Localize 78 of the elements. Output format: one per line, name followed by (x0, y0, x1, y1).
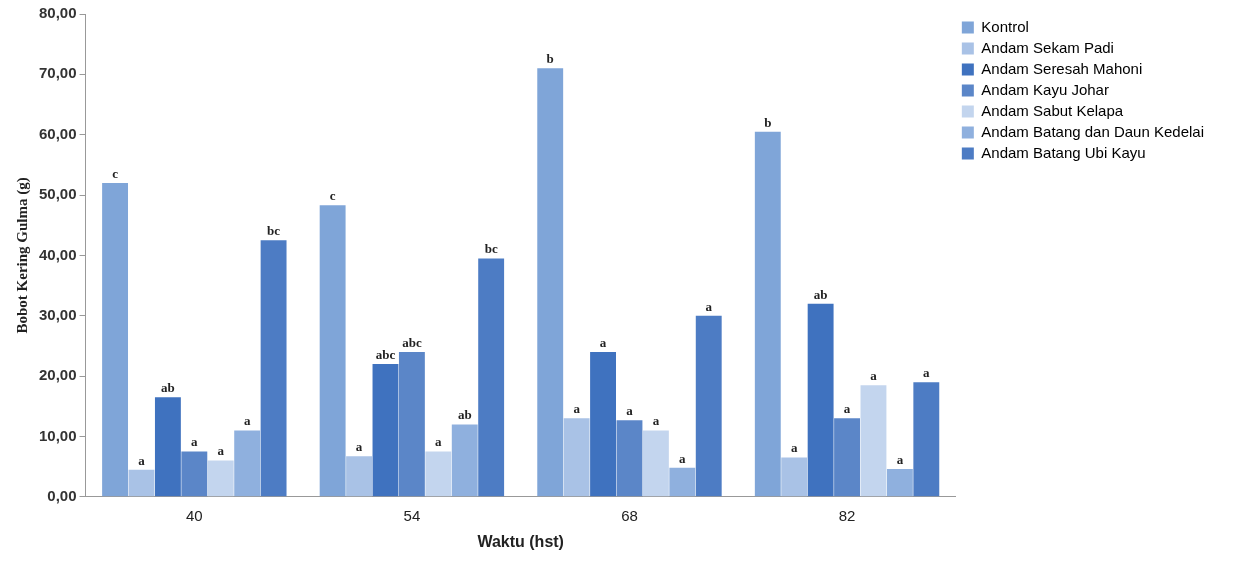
data-label: a (435, 434, 443, 450)
data-label: a (243, 413, 251, 429)
legend-label: Andam Seresah Mahoni (981, 59, 1143, 77)
y-tick-label: 10,00 (38, 426, 77, 444)
y-tick-label: 50,00 (38, 185, 77, 203)
bar (754, 131, 781, 497)
data-label: c (112, 165, 119, 181)
data-label: a (896, 451, 904, 467)
bar (563, 418, 590, 497)
x-axis-title: Waktu (hst) (477, 532, 564, 550)
x-tick-label: 68 (621, 506, 638, 524)
bar (781, 457, 808, 497)
x-tick-label: 54 (403, 506, 421, 524)
y-tick-label: 0,00 (47, 486, 77, 504)
y-tick-label: 30,00 (38, 305, 77, 323)
bar (642, 430, 669, 497)
data-label: a (843, 401, 851, 417)
bar (537, 68, 564, 497)
x-tick-label: 82 (838, 506, 856, 524)
legend-label: Andam Batang dan Daun Kedelai (981, 122, 1205, 140)
bar (319, 205, 346, 497)
bar (372, 364, 399, 497)
legend-label: Andam Kayu Johar (981, 80, 1109, 98)
data-label: a (217, 443, 225, 459)
bar (128, 469, 155, 497)
data-label: bc (267, 223, 281, 239)
bar (260, 240, 287, 497)
y-tick-label: 20,00 (38, 366, 77, 384)
data-label: a (679, 450, 687, 466)
bar (860, 385, 887, 497)
bar (669, 467, 696, 497)
data-label: a (138, 452, 146, 468)
bar (807, 303, 834, 497)
bar (478, 258, 505, 497)
y-tick-label: 70,00 (38, 64, 77, 82)
data-label: a (705, 298, 713, 314)
y-tick-label: 80,00 (38, 4, 77, 22)
data-label: a (355, 439, 363, 455)
data-label: c (329, 188, 336, 204)
bar (425, 451, 452, 497)
data-label: a (191, 434, 199, 450)
y-tick-label: 40,00 (38, 245, 77, 263)
data-label: a (626, 403, 634, 419)
data-label: b (546, 51, 554, 67)
data-label: ab (813, 286, 828, 302)
bar (913, 382, 940, 497)
y-tick-label: 60,00 (38, 124, 77, 142)
data-label: abc (402, 334, 422, 350)
data-label: a (652, 413, 660, 429)
bar (234, 430, 261, 497)
data-label: a (790, 440, 798, 456)
data-label: a (923, 364, 931, 380)
y-axis-title: Bobot Kering Gulma (g) (13, 177, 31, 334)
data-label: ab (161, 380, 175, 396)
legend-label: Andam Sabut Kelapa (981, 101, 1124, 119)
bar (181, 451, 208, 497)
data-label: a (870, 368, 878, 384)
bar (207, 460, 234, 497)
bar (102, 182, 129, 497)
data-label: bc (484, 241, 498, 257)
bar (886, 469, 913, 497)
bar (616, 420, 643, 497)
bar (346, 456, 373, 497)
bar (154, 397, 181, 497)
data-label: ab (457, 407, 472, 423)
bar (451, 424, 478, 497)
x-tick-label: 40 (185, 506, 203, 524)
data-label: b (764, 114, 772, 130)
bar (695, 315, 722, 497)
data-label: a (573, 401, 581, 417)
bar (398, 351, 425, 497)
legend-label: Kontrol (981, 17, 1029, 35)
legend-label: Andam Sekam Padi (981, 38, 1114, 56)
bar (590, 351, 616, 497)
data-label: abc (375, 346, 396, 362)
bar (834, 418, 860, 497)
legend-label: Andam Batang Ubi Kayu (981, 143, 1146, 161)
data-label: a (599, 334, 607, 350)
